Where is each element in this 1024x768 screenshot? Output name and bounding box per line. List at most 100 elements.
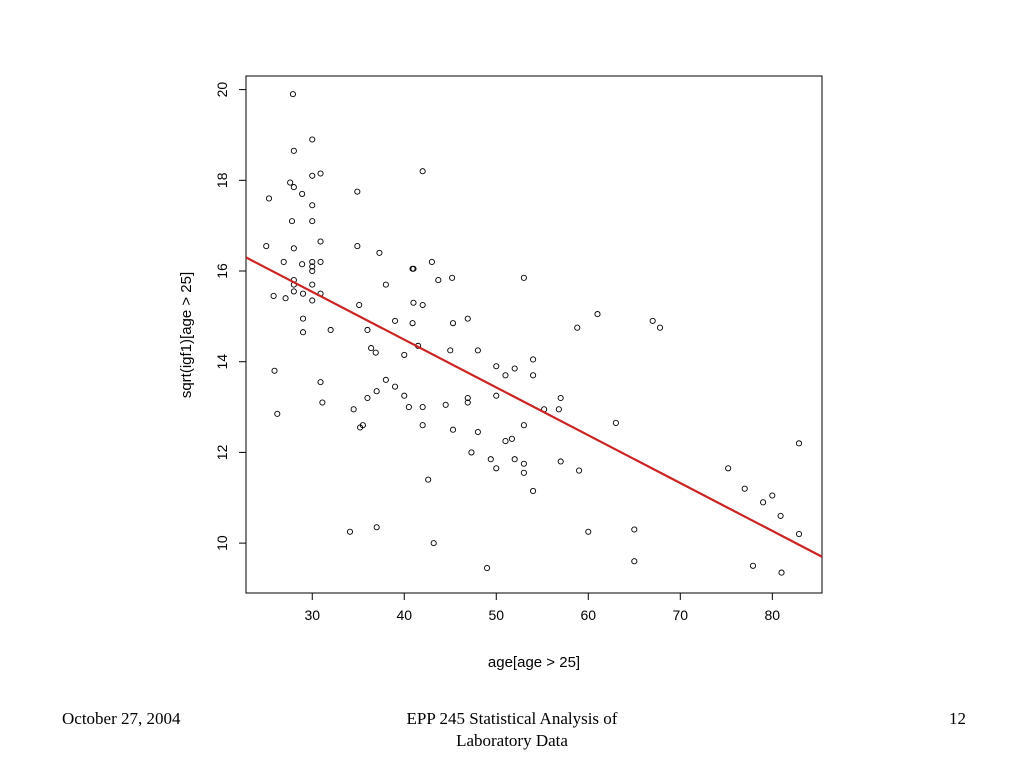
data-point — [364, 394, 371, 402]
data-point — [288, 218, 296, 225]
data-point — [419, 422, 426, 429]
data-point — [574, 324, 581, 331]
y-axis: 10 12 14 16 18 20 — [214, 82, 247, 551]
data-point — [474, 428, 481, 436]
data-point — [319, 399, 326, 406]
data-point — [649, 317, 656, 324]
y-axis-label: sqrt(igf1)[age > 25] — [178, 272, 195, 398]
data-point — [282, 295, 289, 302]
data-point — [464, 315, 471, 322]
data-point — [392, 383, 399, 390]
data-point — [474, 347, 481, 354]
data-point — [530, 372, 537, 379]
data-point — [520, 274, 527, 281]
footer-title-line1: EPP 245 Statistical Analysis of — [406, 709, 618, 728]
data-point — [290, 245, 297, 252]
data-point — [612, 419, 619, 426]
data-point — [287, 179, 294, 186]
data-point — [270, 292, 277, 300]
data-point — [309, 263, 316, 270]
data-point — [530, 487, 537, 495]
data-point — [290, 147, 297, 154]
data-point — [382, 281, 389, 288]
data-point — [368, 345, 375, 352]
data-point — [430, 540, 437, 547]
data-point — [354, 188, 361, 195]
data-point — [372, 349, 379, 356]
data-point — [419, 301, 426, 309]
data-point — [594, 311, 601, 318]
x-tick-label: 40 — [396, 607, 412, 623]
data-point — [520, 422, 527, 429]
data-point — [487, 456, 494, 463]
data-point — [265, 195, 273, 202]
data-point — [350, 406, 357, 413]
data-point — [493, 465, 500, 472]
y-tick-label: 18 — [214, 172, 230, 188]
data-point — [631, 558, 638, 565]
x-axis: 30 40 50 60 70 80 — [304, 592, 780, 623]
data-point — [557, 394, 564, 402]
data-point — [428, 258, 435, 265]
data-point — [749, 562, 757, 569]
data-point — [769, 492, 776, 499]
data-point — [299, 261, 306, 268]
data-point — [511, 456, 518, 463]
regression-line-layer — [245, 256, 823, 558]
footer-title-line2: Laboratory Data — [456, 731, 568, 750]
data-point — [410, 265, 417, 272]
data-point — [530, 356, 537, 363]
data-point — [299, 190, 306, 197]
x-tick-label: 60 — [580, 607, 596, 623]
data-point — [309, 297, 316, 304]
data-point — [309, 267, 316, 275]
data-point — [442, 401, 449, 408]
data-point — [449, 426, 457, 433]
x-axis-label: age[age > 25] — [488, 654, 580, 671]
data-point — [359, 422, 366, 429]
data-point — [354, 243, 361, 250]
x-tick-label: 50 — [488, 607, 504, 623]
data-point — [493, 363, 500, 370]
data-point — [741, 485, 748, 492]
data-point — [317, 170, 324, 177]
data-point — [795, 440, 803, 447]
data-point — [299, 290, 307, 297]
data-point — [280, 258, 287, 265]
data-point — [327, 326, 334, 334]
data-point — [392, 317, 399, 324]
data-point — [346, 528, 354, 535]
data-point — [425, 476, 432, 483]
data-point — [317, 258, 324, 265]
data-point — [309, 202, 316, 209]
y-tick-label: 14 — [214, 354, 230, 370]
data-point — [795, 530, 803, 538]
data-point — [725, 465, 732, 472]
data-point — [520, 469, 527, 476]
data-point — [290, 288, 297, 295]
data-point — [317, 379, 324, 386]
data-point — [373, 524, 380, 531]
data-point — [309, 281, 316, 288]
data-point — [508, 435, 515, 442]
data-point — [468, 449, 475, 456]
data-point — [576, 467, 583, 474]
data-point — [502, 372, 509, 379]
data-point — [274, 410, 281, 417]
data-point — [484, 565, 491, 572]
data-point — [401, 392, 408, 399]
data-point — [419, 404, 426, 411]
data-point — [376, 249, 383, 256]
data-point — [557, 458, 564, 465]
footer-title: EPP 245 Statistical Analysis of Laborato… — [362, 708, 662, 752]
page-number: 12 — [949, 709, 966, 728]
data-point — [778, 569, 785, 576]
data-point — [405, 404, 412, 411]
data-point — [520, 460, 527, 467]
data-point — [449, 274, 456, 281]
data-point — [290, 184, 297, 191]
data-point — [447, 347, 454, 354]
y-tick-label: 12 — [214, 444, 230, 460]
data-point — [263, 243, 270, 250]
